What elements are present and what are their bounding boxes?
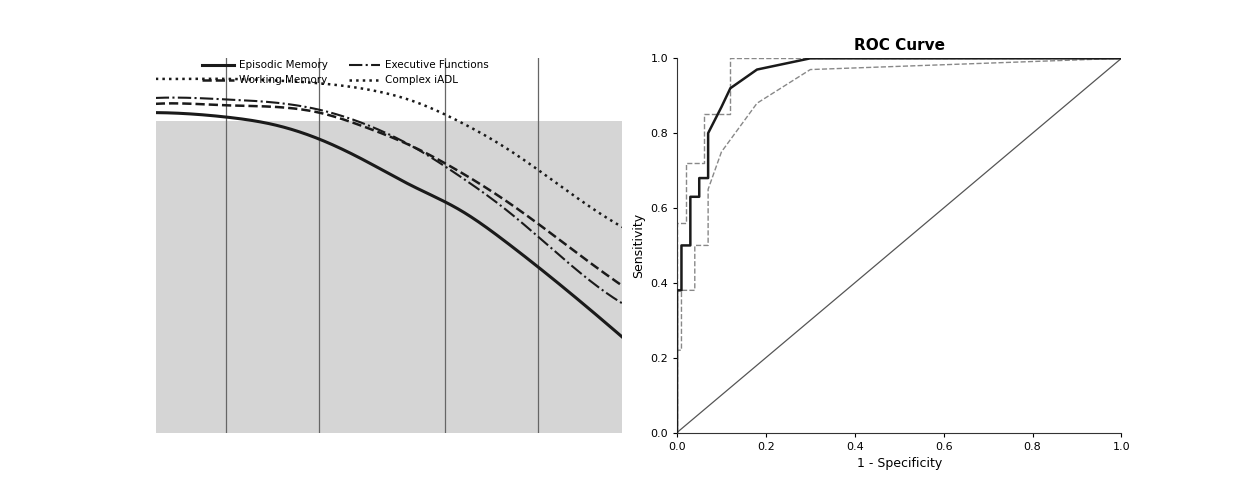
Bar — [156, 122, 622, 433]
Title: ROC Curve: ROC Curve — [854, 38, 944, 53]
Y-axis label: Sensitivity: Sensitivity — [632, 213, 644, 278]
Legend: Episodic Memory, Working Memory, Executive Functions, Complex iADL: Episodic Memory, Working Memory, Executi… — [198, 56, 493, 89]
X-axis label: 1 - Specificity: 1 - Specificity — [856, 457, 942, 470]
